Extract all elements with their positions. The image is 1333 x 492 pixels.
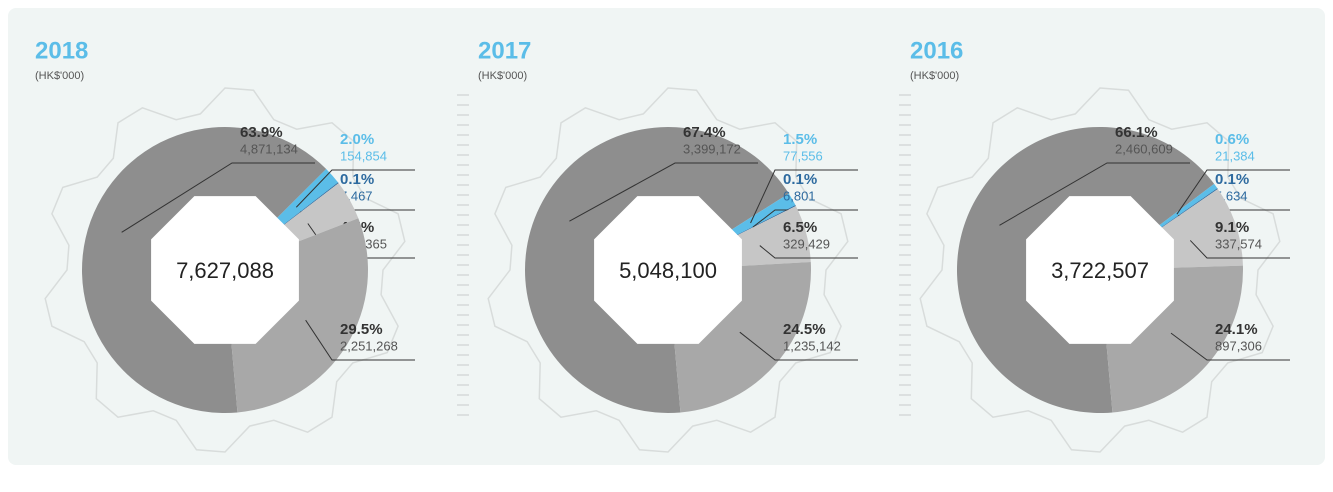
pie-slice xyxy=(674,262,811,413)
center-octagon xyxy=(151,196,299,344)
pie-slice xyxy=(1157,188,1243,268)
amount-label: 337,574 xyxy=(1215,236,1262,251)
center-octagon xyxy=(594,196,742,344)
pie-slice xyxy=(274,168,339,228)
percent-label: 24.5% xyxy=(783,321,826,338)
amount-label: 329,429 xyxy=(783,236,830,251)
leader-line xyxy=(999,162,1190,226)
percent-label: 67.4% xyxy=(683,124,726,141)
leader-line xyxy=(1170,332,1290,361)
leader-line xyxy=(739,331,858,361)
amount-label: 3,399,172 xyxy=(683,141,741,156)
pie-slice xyxy=(1157,188,1218,231)
amount-label: 1,235,142 xyxy=(783,338,841,353)
center-octagon xyxy=(1026,196,1174,344)
leader-line xyxy=(121,162,315,233)
percent-label: 2.0% xyxy=(340,131,374,148)
percent-label: 6.5% xyxy=(783,219,817,236)
center-total: 5,048,100 xyxy=(619,258,717,283)
amount-label: 154,854 xyxy=(340,148,387,163)
chart-title: 2016 xyxy=(910,37,963,64)
pie-slice xyxy=(956,126,1215,414)
pie-slice xyxy=(280,183,359,245)
percent-label: 9.1% xyxy=(1215,219,1249,236)
leader-line xyxy=(1189,240,1290,259)
amount-label: 77,556 xyxy=(783,148,823,163)
leader-line xyxy=(569,162,758,222)
percent-label: 0.1% xyxy=(1215,171,1249,188)
chart-title: 2017 xyxy=(478,37,531,64)
amount-label: 6,801 xyxy=(783,188,816,203)
leader-line xyxy=(750,169,858,224)
amount-label: 897,306 xyxy=(1215,338,1262,353)
pie-slice xyxy=(1155,183,1218,230)
pie-slice xyxy=(727,193,796,239)
leader-line xyxy=(1176,169,1290,215)
pie-slice xyxy=(525,127,789,413)
leader-line xyxy=(759,245,858,259)
chart-subtitle: (HK$'000) xyxy=(35,70,84,82)
leader-line xyxy=(752,209,858,228)
percent-label: 0.1% xyxy=(340,171,374,188)
gear-outline xyxy=(919,87,1281,453)
percent-label: 1.5% xyxy=(783,131,817,148)
chart-subtitle: (HK$'000) xyxy=(478,70,527,82)
pie-slice xyxy=(730,205,796,239)
leader-line xyxy=(305,319,415,361)
pie-slice xyxy=(82,126,327,413)
percent-label: 66.1% xyxy=(1115,124,1158,141)
amount-label: 2,251,268 xyxy=(340,338,398,353)
amount-label: 21,384 xyxy=(1215,148,1255,163)
amount-label: 4,871,134 xyxy=(240,141,298,156)
pie-slice xyxy=(730,205,811,267)
percent-label: 0.6% xyxy=(1215,131,1249,148)
center-total: 3,722,507 xyxy=(1051,258,1149,283)
percent-label: 24.1% xyxy=(1215,321,1258,338)
percent-label: 0.1% xyxy=(783,171,817,188)
leader-line xyxy=(295,169,415,208)
center-total: 7,627,088 xyxy=(176,258,274,283)
chart-subtitle: (HK$'000) xyxy=(910,70,959,82)
percent-label: 63.9% xyxy=(240,124,283,141)
chart-title: 2018 xyxy=(35,37,88,64)
pie-slice xyxy=(280,182,339,228)
gear-outline xyxy=(44,87,406,453)
pie-slice xyxy=(231,218,368,413)
amount-label: 2,460,609 xyxy=(1115,141,1173,156)
percent-label: 29.5% xyxy=(340,321,383,338)
pie-slice xyxy=(1106,265,1243,413)
gear-outline xyxy=(487,87,849,453)
